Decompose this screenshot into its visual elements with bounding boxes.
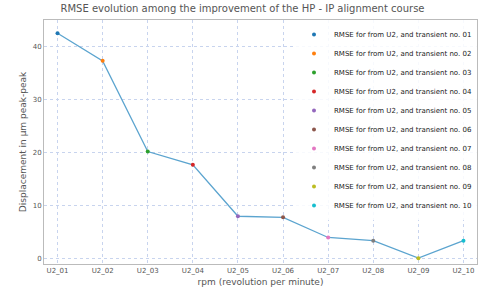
svg-text:rpm (revolution per minute): rpm (revolution per minute) (198, 277, 324, 287)
svg-text:U2_02: U2_02 (92, 267, 114, 275)
svg-text:U2_07: U2_07 (317, 267, 339, 275)
svg-text:Displacement in µm peak-peak: Displacement in µm peak-peak (18, 71, 28, 212)
svg-text:U2_03: U2_03 (137, 267, 159, 275)
svg-text:20: 20 (33, 149, 42, 157)
svg-text:RMSE for from U2, and transien: RMSE for from U2, and transient no. 03 (334, 69, 471, 77)
svg-text:RMSE for from U2, and transien: RMSE for from U2, and transient no. 01 (334, 31, 471, 39)
svg-text:0: 0 (37, 255, 41, 263)
svg-text:U2_05: U2_05 (227, 267, 249, 275)
svg-text:RMSE for from U2, and transien: RMSE for from U2, and transient no. 09 (334, 183, 471, 191)
svg-text:U2_10: U2_10 (452, 267, 474, 275)
svg-text:30: 30 (33, 96, 42, 104)
svg-text:RMSE evolution among the impro: RMSE evolution among the improvement of … (61, 3, 425, 14)
svg-text:RMSE for from U2, and transien: RMSE for from U2, and transient no. 07 (334, 145, 471, 153)
svg-text:RMSE for from U2, and transien: RMSE for from U2, and transient no. 10 (334, 202, 471, 210)
svg-text:U2_08: U2_08 (362, 267, 384, 275)
svg-text:RMSE for from U2, and transien: RMSE for from U2, and transient no. 04 (334, 88, 472, 96)
svg-text:RMSE for from U2, and transien: RMSE for from U2, and transient no. 08 (334, 164, 471, 172)
svg-text:RMSE for from U2, and transien: RMSE for from U2, and transient no. 02 (334, 50, 471, 58)
svg-text:10: 10 (33, 202, 42, 210)
svg-text:40: 40 (33, 43, 42, 51)
svg-text:U2_09: U2_09 (407, 267, 429, 275)
svg-text:RMSE for from U2, and transien: RMSE for from U2, and transient no. 06 (334, 126, 472, 134)
svg-text:U2_04: U2_04 (182, 267, 205, 275)
svg-text:U2_01: U2_01 (47, 267, 69, 275)
svg-text:U2_06: U2_06 (272, 267, 295, 275)
svg-text:RMSE for from U2, and transien: RMSE for from U2, and transient no. 05 (334, 107, 471, 115)
